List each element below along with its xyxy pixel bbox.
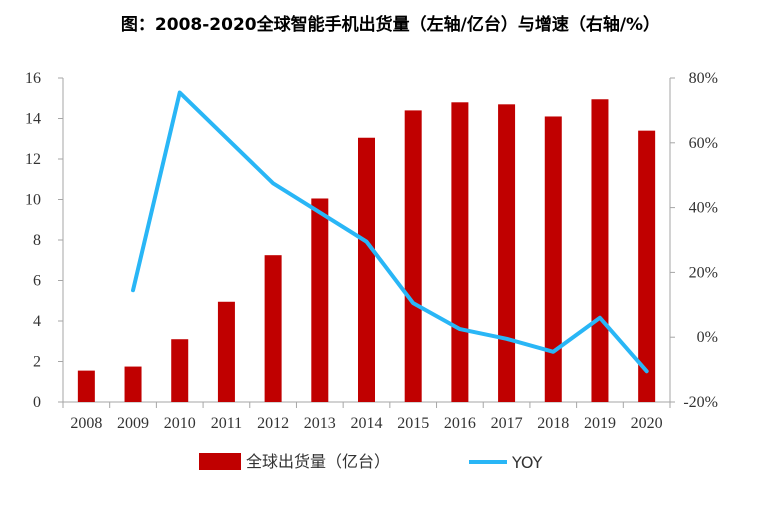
legend-bar-swatch: [199, 453, 241, 470]
right-tick-label: 20%: [689, 264, 718, 281]
bar-series: [77, 99, 656, 403]
bar: [217, 301, 235, 402]
left-tick-label: 12: [25, 151, 41, 168]
right-tick-label: -20%: [683, 394, 718, 411]
chart-title: 图：2008-2020全球智能手机出货量（左轴/亿台）与增速（右轴/%）: [120, 15, 661, 35]
bar: [591, 99, 609, 402]
left-tick-label: 6: [33, 273, 41, 290]
left-axis-ticks: 0 2 4 6 8 10 12 14 16: [25, 70, 63, 411]
x-tick-label: 2017: [491, 415, 523, 432]
bar: [404, 110, 422, 403]
yoy-line: [131, 90, 649, 374]
bar: [77, 370, 95, 402]
left-tick-label: 2: [33, 354, 41, 371]
bar: [171, 339, 189, 402]
x-tick-label: 2012: [257, 415, 289, 432]
x-axis-ticks: 2008 2009 2010 2011 2012 2013 2014 2015 2016 2017…: [70, 415, 662, 432]
x-tick-label: 2016: [444, 415, 476, 432]
x-tick-label: 2015: [397, 415, 429, 432]
left-tick-label: 14: [25, 111, 41, 128]
x-tick-label: 2019: [584, 415, 616, 432]
right-tick-label: 0%: [697, 329, 718, 346]
right-tick-label: 40%: [689, 200, 718, 217]
bar: [638, 130, 656, 402]
legend-line-label: YOY: [511, 453, 543, 472]
left-tick-label: 4: [33, 313, 41, 330]
bar: [264, 255, 282, 402]
left-tick-label: 8: [33, 232, 41, 249]
bar: [451, 102, 469, 403]
bar: [311, 198, 329, 402]
x-tick-label: 2011: [211, 415, 242, 432]
x-tick-label: 2008: [70, 415, 102, 432]
legend-bar-label: 全球出货量（亿台）: [246, 452, 390, 471]
x-tick-label: 2013: [304, 415, 336, 432]
bar: [544, 116, 562, 402]
x-tick-label: 2018: [537, 415, 569, 432]
bar: [358, 137, 375, 403]
x-tick-label: 2010: [164, 415, 196, 432]
left-tick-label: 10: [25, 192, 41, 209]
line-series: [131, 90, 649, 374]
x-tick-label: 2014: [351, 415, 383, 432]
right-tick-label: 80%: [689, 70, 718, 87]
bar: [498, 104, 516, 402]
left-tick-label: 0: [33, 394, 41, 411]
x-tick-label: 2009: [117, 415, 149, 432]
bar: [124, 366, 142, 402]
right-tick-label: 60%: [689, 135, 718, 152]
left-tick-label: 16: [25, 70, 41, 87]
legend: 全球出货量（亿台） YOY: [199, 452, 543, 472]
x-tick-label: 2020: [631, 415, 663, 432]
right-axis-ticks: -20% 0% 20% 40% 60% 80%: [670, 70, 718, 411]
